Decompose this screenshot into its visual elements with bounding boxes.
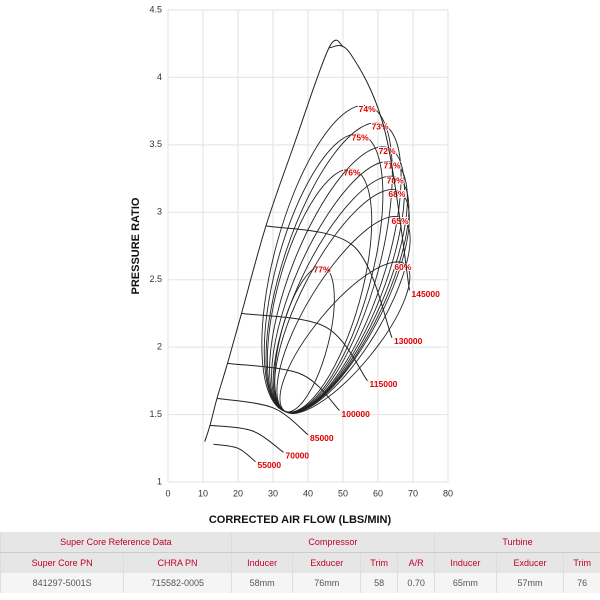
table-cell: 841297-5001S: [0, 573, 124, 593]
speed-label: 100000: [342, 409, 371, 419]
efficiency-label: 68%: [388, 189, 405, 199]
table-cell: 715582-0005: [123, 573, 232, 593]
efficiency-label: 60%: [394, 262, 411, 272]
column-header: Super Core PN: [0, 552, 124, 573]
speed-label: 55000: [258, 460, 282, 470]
x-tick-label: 80: [443, 488, 453, 498]
x-tick-label: 50: [338, 488, 348, 498]
speed-line: [265, 225, 393, 338]
column-header: Exducer: [292, 552, 361, 573]
efficiency-label: 75%: [352, 132, 369, 142]
x-tick-label: 10: [198, 488, 208, 498]
table-cell: 76: [563, 573, 600, 593]
table-cell: 57mm: [495, 573, 564, 593]
speed-line: [216, 397, 309, 436]
efficiency-island: [261, 104, 393, 413]
efficiency-label: 70%: [387, 176, 404, 186]
x-tick-label: 0: [165, 488, 170, 498]
y-tick-label: 3: [157, 207, 162, 217]
speed-line: [209, 424, 284, 453]
column-header: CHRA PN: [123, 552, 232, 573]
group-row: Super Core Reference Data Compressor Tur…: [0, 532, 600, 553]
y-axis-label: PRESSURE RATIO: [130, 197, 142, 294]
speed-line: [227, 362, 340, 411]
column-header: Exducer: [495, 552, 564, 573]
surge-line: [204, 39, 344, 442]
table-cell: 58mm: [230, 573, 293, 593]
speed-label: 85000: [310, 433, 334, 443]
speed-line: [328, 45, 410, 291]
speed-label: 130000: [394, 336, 423, 346]
table-row: 841297-5001S 715582-0005 58mm 76mm 58 0.70 65m…: [0, 573, 600, 593]
column-header: Trim: [563, 552, 600, 573]
y-tick-label: 3.5: [149, 139, 162, 149]
speed-label: 70000: [286, 451, 310, 461]
y-tick-label: 1: [157, 476, 162, 486]
table-cell: 58: [360, 573, 398, 593]
speed-line: [241, 312, 368, 382]
efficiency-island: [279, 261, 411, 414]
speed-label: 145000: [412, 289, 441, 299]
y-tick-label: 2: [157, 342, 162, 352]
efficiency-label: 77%: [313, 265, 330, 275]
y-tick-label: 1.5: [149, 409, 162, 419]
group-header: Compressor: [230, 532, 435, 553]
header-row: Super Core PN CHRA PN Inducer Exducer Trim A/…: [0, 552, 600, 573]
x-tick-label: 30: [268, 488, 278, 498]
efficiency-label: 74%: [359, 104, 376, 114]
table-cell: 76mm: [292, 573, 361, 593]
group-header: Super Core Reference Data: [0, 532, 232, 553]
efficiency-label: 76%: [344, 167, 361, 177]
y-tick-label: 4.5: [149, 4, 162, 14]
column-header: Inducer: [434, 552, 497, 573]
x-tick-label: 70: [408, 488, 418, 498]
y-tick-label: 4: [157, 72, 162, 82]
column-header: A/R: [397, 552, 435, 573]
chart: CORRECTED AIR FLOW (LBS/MIN) PRESSURE RA…: [130, 4, 453, 526]
x-axis-label: CORRECTED AIR FLOW (LBS/MIN): [209, 514, 392, 526]
x-tick-label: 20: [233, 488, 243, 498]
efficiency-label: 73%: [372, 122, 389, 132]
group-header: Turbine: [434, 532, 600, 553]
column-header: Trim: [360, 552, 398, 573]
table-cell: 65mm: [434, 573, 497, 593]
efficiency-label: 72%: [379, 146, 396, 156]
column-header: Inducer: [230, 552, 293, 573]
x-tick-label: 60: [373, 488, 383, 498]
speed-label: 115000: [370, 379, 398, 389]
table-cell: 0.70: [397, 573, 435, 593]
spec-table: Super Core Reference Data Compressor Tur…: [0, 532, 600, 593]
x-tick-label: 40: [303, 488, 313, 498]
y-tick-label: 2.5: [149, 274, 162, 284]
speed-line: [213, 443, 256, 463]
